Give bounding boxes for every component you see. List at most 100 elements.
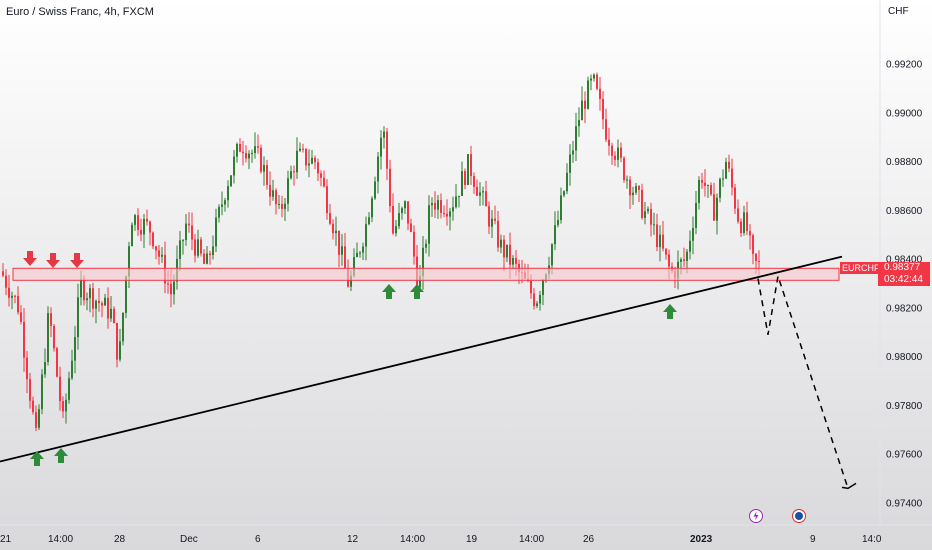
candle-body (482, 191, 484, 193)
price-axis[interactable]: 0.99200 0.99000 0.98800 0.98600 0.98400 0.982… (886, 60, 923, 510)
candle-body (206, 253, 208, 264)
candle-body (77, 297, 79, 338)
candle-body (188, 223, 190, 226)
candle-body (242, 151, 244, 154)
candle-body (542, 280, 544, 296)
candle-body (260, 147, 262, 172)
candle-body (437, 200, 439, 210)
candle-body (476, 186, 478, 196)
price-tick-label: 0.98200 (886, 303, 923, 314)
candle-body (590, 78, 592, 81)
candle-body (662, 234, 664, 249)
candle-body (41, 374, 43, 410)
buy-arrow-icon (54, 448, 68, 463)
candle-body (566, 172, 568, 192)
candle-body (749, 231, 751, 236)
time-tick-label: 14:00 (519, 534, 544, 545)
candle-body (143, 218, 145, 235)
candle-body (128, 246, 130, 277)
candle-body (629, 179, 631, 196)
candle-body (392, 206, 394, 234)
candle-body (506, 244, 508, 258)
candle-body (743, 212, 745, 234)
candle-body (539, 295, 541, 304)
candle-body (203, 253, 205, 264)
candle-body (218, 206, 220, 218)
candle-body (431, 202, 433, 206)
candle-body (266, 165, 268, 185)
candle-body (224, 200, 226, 205)
candle-body (401, 208, 403, 214)
candle-body (755, 253, 757, 261)
candle-body (479, 192, 481, 196)
candle-body (38, 409, 40, 428)
candle-body (455, 196, 457, 208)
candle-body (728, 161, 730, 169)
candle-body (152, 232, 154, 247)
candle-body (278, 203, 280, 205)
time-axis[interactable]: 21 14:00 28 Dec 6 12 14:00 19 14:00 26 2023 9 14:0 (0, 534, 882, 545)
candle-body (185, 223, 187, 241)
candle-body (500, 239, 502, 248)
price-tick-label: 0.97800 (886, 401, 923, 412)
candle-body (236, 143, 238, 157)
candle-body (98, 300, 100, 304)
candle-body (581, 100, 583, 121)
candle-body (311, 157, 313, 164)
candle-body (380, 137, 382, 157)
candle-body (461, 171, 463, 196)
candle-body (329, 213, 331, 224)
candle-body (713, 194, 715, 221)
candle-body (251, 152, 253, 154)
candle-body (434, 202, 436, 210)
candle-body (623, 157, 625, 181)
candle-body (689, 240, 691, 252)
candle-body (608, 139, 610, 146)
candle-body (140, 229, 142, 235)
candle-body (686, 251, 688, 261)
candle-body (611, 145, 613, 156)
price-tag: 0.98377 03:42:44 (878, 262, 930, 286)
candle-body (404, 201, 406, 209)
candle-body (377, 156, 379, 182)
candle-body (50, 313, 52, 326)
candle-body (290, 171, 292, 179)
lightning-event-icon[interactable] (749, 509, 763, 523)
candle-body (71, 360, 73, 379)
time-tick-label: Dec (180, 534, 198, 545)
candle-body (20, 312, 22, 322)
candle-body (383, 131, 385, 138)
candle-body (395, 226, 397, 234)
price-tick-label: 0.98400 (886, 255, 923, 266)
candle-body (200, 239, 202, 254)
candle-body (560, 195, 562, 221)
candle-body (683, 259, 685, 261)
candle-body (305, 148, 307, 166)
candle-body (758, 260, 760, 263)
price-tick-label: 0.99000 (886, 108, 923, 119)
candle-body (116, 322, 118, 360)
candle-body (746, 212, 748, 232)
buy-arrow-icon (382, 284, 396, 299)
candle-body (602, 98, 604, 120)
candle-body (362, 246, 364, 253)
candle-body (386, 131, 388, 169)
candle-body (419, 276, 421, 288)
candle-body (731, 168, 733, 188)
candle-body (5, 275, 7, 288)
candle-body (2, 271, 4, 276)
candle-body (341, 246, 343, 255)
time-tick-label: 14:0 (862, 534, 882, 545)
candle-body (563, 191, 565, 196)
sell-arrow-icon (46, 253, 60, 268)
candle-body (119, 341, 121, 360)
candle-body (173, 281, 175, 295)
candle-body (179, 240, 181, 259)
candle-body (95, 300, 97, 309)
candle-body (596, 74, 598, 89)
candle-body (269, 184, 271, 197)
flag-event-icon[interactable] (792, 509, 806, 523)
candle-body (698, 180, 700, 203)
